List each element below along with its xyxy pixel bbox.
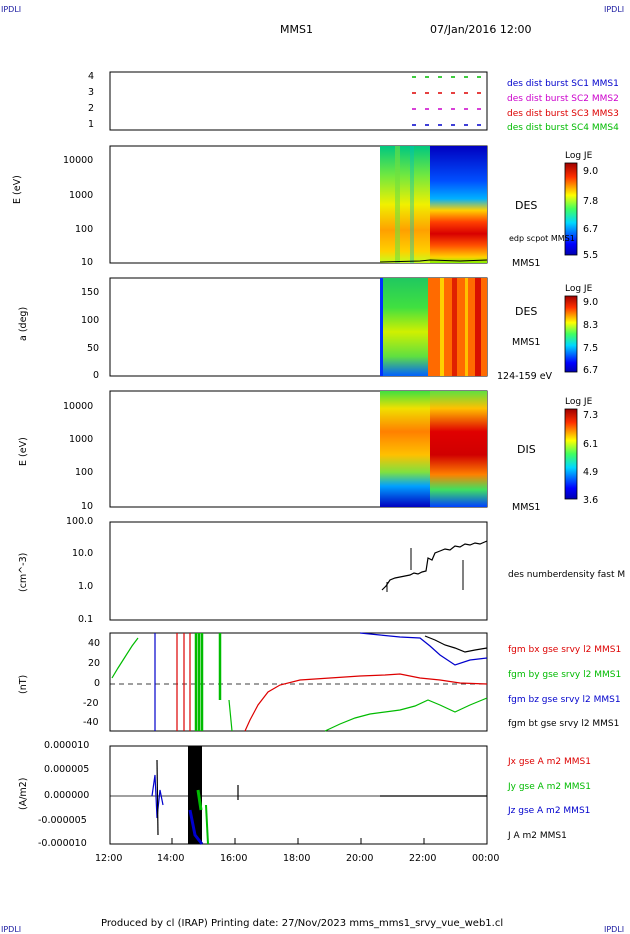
des-pitch-label: DES — [515, 305, 538, 318]
des-energy-bottom-label: MMS1 — [512, 258, 541, 269]
density-legend: des numberdensity fast M — [508, 570, 626, 580]
bfield-traces — [111, 632, 488, 732]
footer-text: Produced by cl (IRAP) Printing date: 27/… — [101, 918, 504, 929]
density-spikes — [386, 548, 464, 592]
des-energy-sublabel: edp scpot MMS1 — [509, 234, 575, 243]
dis-energy-colorbar-title: Log JE — [565, 397, 593, 407]
des-pitch-sublabel: MMS1 — [512, 337, 541, 348]
dis-energy-colorbar — [564, 408, 578, 500]
xaxis-ticks — [109, 838, 488, 844]
dis-energy-bottom-label: MMS1 — [512, 502, 541, 513]
bfield-ylabel: (nT) — [18, 674, 29, 694]
corner-mark-top-right: IPDLI — [604, 5, 625, 14]
corner-mark-bottom-right: IPDLI — [604, 925, 625, 934]
current-ylabel: (A/m2) — [18, 777, 29, 810]
spacecraft-title: MMS1 — [280, 23, 313, 36]
current-traces — [151, 746, 487, 845]
des-energy-spectrogram — [380, 146, 487, 263]
des-pitch-colorbar — [564, 295, 578, 373]
des-pitch-energy-band: 124-159 eV — [497, 371, 553, 382]
des-energy-label: DES — [515, 199, 538, 212]
burst-dashes — [412, 76, 481, 126]
des-pitch-ylabel: a (deg) — [18, 306, 29, 341]
des-energy-colorbar-title: Log JE — [565, 151, 593, 161]
corner-mark-bottom-left: IPDLI — [1, 925, 22, 934]
scpot-line — [379, 259, 488, 263]
dis-energy-label: DIS — [517, 443, 536, 456]
datetime-title: 07/Jan/2016 12:00 — [430, 23, 532, 36]
des-energy-colorbar — [564, 162, 578, 256]
density-line — [381, 540, 488, 591]
des-pitch-spectrogram — [380, 278, 487, 376]
des-energy-ylabel: E (eV) — [12, 175, 23, 204]
density-ylabel: (cm^-3) — [18, 552, 29, 592]
des-pitch-colorbar-title: Log JE — [565, 284, 593, 294]
dis-energy-ylabel: E (eV) — [18, 437, 29, 466]
corner-mark-top-left: IPDLI — [1, 5, 22, 14]
dis-energy-spectrogram — [380, 391, 487, 507]
